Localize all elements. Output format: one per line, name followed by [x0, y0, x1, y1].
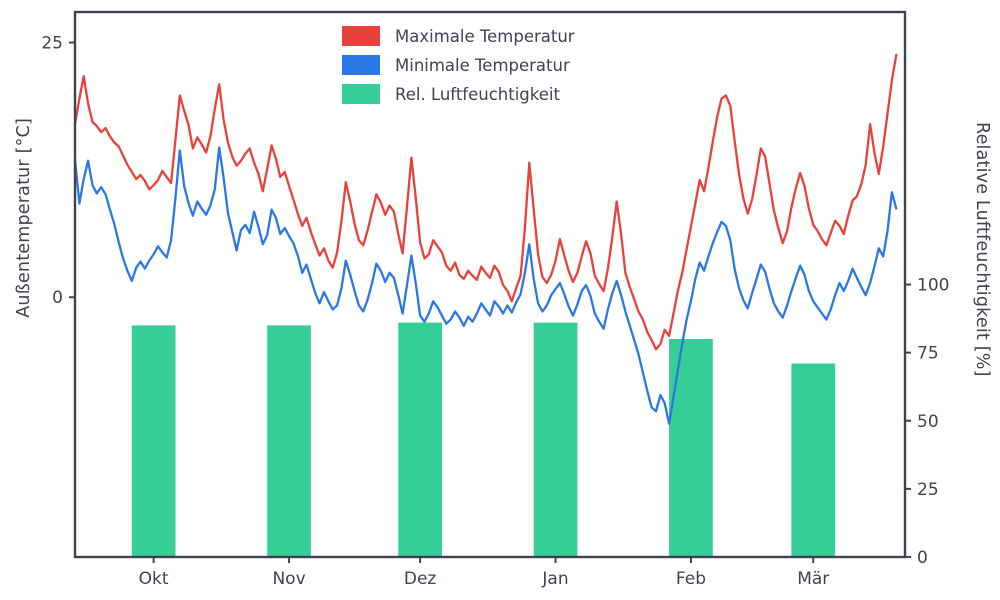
x-tick-label-Nov: Nov: [272, 569, 305, 589]
x-tick-label-Feb: Feb: [676, 569, 706, 589]
tmin-line: [73, 146, 898, 425]
legend-item: Rel. Luftfeuchtigkeit: [342, 84, 575, 104]
tmax-line: [73, 53, 898, 351]
legend-label: Rel. Luftfeuchtigkeit: [395, 84, 560, 104]
x-tick-label-Mär: Mär: [797, 569, 829, 589]
x-tick-label-Okt: Okt: [139, 569, 169, 589]
legend-item: Minimale Temperatur: [342, 55, 575, 75]
y-left-tick-label: 25: [41, 34, 63, 54]
legend-label: Minimale Temperatur: [395, 55, 570, 75]
humidity-bar-Feb: [669, 339, 713, 557]
humidity-bar-Dez: [398, 322, 442, 557]
humidity-bar-Mär: [791, 363, 836, 557]
humidity-bar-Nov: [267, 325, 311, 557]
y-right-tick-label: 100: [917, 276, 949, 296]
y-axis-label-temperature: Außentemperatur [°C]: [14, 118, 34, 318]
y-right-tick-label: 75: [917, 344, 939, 364]
x-tick-label-Dez: Dez: [404, 569, 437, 589]
y-axis-label-humidity: Relative Luftfeuchtigkeit [%]: [972, 122, 992, 377]
legend-swatch-icon: [342, 26, 380, 46]
humidity-bar-Okt: [131, 325, 176, 557]
legend-item: Maximale Temperatur: [342, 26, 575, 46]
legend-label: Maximale Temperatur: [395, 26, 575, 46]
x-tick-label-Jan: Jan: [541, 569, 568, 589]
y-left-tick-label: 0: [52, 288, 63, 308]
y-right-tick-label: 25: [917, 480, 939, 500]
legend: Maximale Temperatur Minimale Temperatur Re…: [342, 26, 575, 104]
y-right-tick-label: 50: [917, 412, 939, 432]
humidity-bar-Jan: [533, 322, 578, 557]
y-right-tick-label: 0: [917, 548, 928, 568]
legend-swatch-icon: [342, 55, 380, 75]
legend-swatch-icon: [342, 84, 380, 104]
